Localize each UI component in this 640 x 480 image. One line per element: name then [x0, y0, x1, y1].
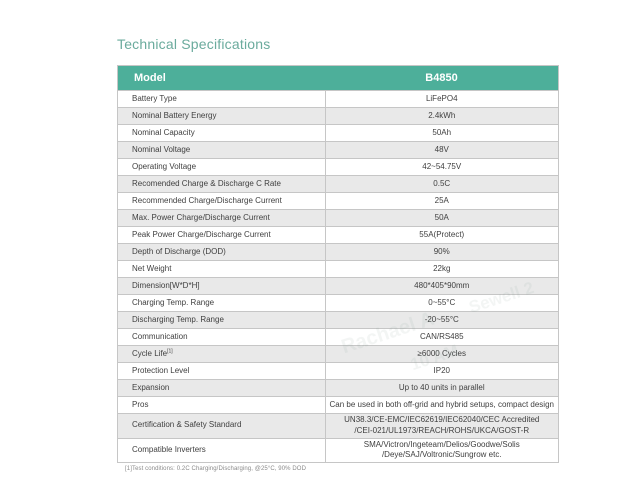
table-row: Certification & Safety Standard UN38.3/C…	[117, 413, 559, 439]
spec-label: Compatible Inverters	[132, 444, 206, 454]
table-row: Recomended Charge & Discharge C Rate 0.5…	[117, 175, 559, 193]
table-row: Peak Power Charge/Discharge Current 55A(…	[117, 226, 559, 244]
spec-label: Protection Level	[132, 365, 190, 375]
spec-label: Charging Temp. Range	[132, 297, 215, 307]
spec-value: 42~54.75V	[324, 158, 559, 176]
table-row: Cycle Life[1] ≥6000 Cycles	[117, 345, 559, 363]
table-row: Battery Type LiFePO4	[117, 90, 559, 108]
spec-value: 55A(Protect)	[324, 226, 559, 244]
table-row: Expansion Up to 40 units in parallel	[117, 379, 559, 397]
model-header-value: B4850	[325, 65, 559, 91]
table-row: Nominal Capacity 50Ah	[117, 124, 559, 142]
spec-label: Operating Voltage	[132, 161, 197, 171]
spec-value: 22kg	[324, 260, 559, 278]
table-row: Recommended Charge/Discharge Current 25A	[117, 192, 559, 210]
table-row: Operating Voltage 42~54.75V	[117, 158, 559, 176]
spec-label: Dimension[W*D*H]	[132, 280, 200, 290]
table-row: Compatible Inverters SMA/Victron/Ingetea…	[117, 437, 559, 464]
footnote: [1]Test conditions: 0.2C Charging/Discha…	[125, 466, 307, 473]
spec-value: 0.5C	[324, 175, 559, 193]
spec-value: Up to 40 units in parallel	[324, 379, 559, 397]
table-row: Communication CAN/RS485	[117, 328, 559, 346]
spec-label: Battery Type	[132, 93, 177, 103]
table-row: Pros Can be used in both off-grid and hy…	[117, 396, 559, 414]
spec-value: SMA/Victron/Ingeteam/Delios/Goodwe/Solis…	[324, 437, 559, 464]
spec-value: ≥6000 Cycles	[324, 345, 559, 363]
spec-label: Cycle Life	[132, 348, 168, 358]
spec-label: Nominal Capacity	[132, 127, 195, 137]
spec-label: Expansion	[132, 382, 170, 392]
spec-label: Recomended Charge & Discharge C Rate	[132, 178, 281, 188]
spec-label: Nominal Battery Energy	[132, 110, 217, 120]
spec-value: Can be used in both off-grid and hybrid …	[324, 396, 559, 414]
spec-label-superscript: [1]	[167, 347, 173, 354]
table-row: Protection Level IP20	[117, 362, 559, 380]
spec-table-body: Battery Type LiFePO4 Nominal Battery Ene…	[117, 90, 559, 464]
spec-value: 48V	[324, 141, 559, 159]
spec-label: Net Weight	[132, 263, 172, 273]
spec-sheet: Technical Specifications Model B4850 Bat…	[117, 36, 559, 473]
spec-label: Certification & Safety Standard	[132, 420, 242, 430]
page-title: Technical Specifications	[117, 36, 271, 52]
table-row: Depth of Discharge (DOD) 90%	[117, 243, 559, 261]
spec-value: LiFePO4	[324, 90, 559, 108]
spec-label: Discharging Temp. Range	[132, 314, 224, 324]
spec-label: Pros	[132, 399, 149, 409]
spec-value: IP20	[324, 362, 559, 380]
spec-label: Peak Power Charge/Discharge Current	[132, 229, 271, 239]
table-row: Nominal Voltage 48V	[117, 141, 559, 159]
spec-value: 25A	[324, 192, 559, 210]
spec-label: Nominal Voltage	[132, 144, 191, 154]
table-row: Max. Power Charge/Discharge Current 50A	[117, 209, 559, 227]
table-row: Dimension[W*D*H] 480*405*90mm	[117, 277, 559, 295]
spec-label: Depth of Discharge (DOD)	[132, 246, 226, 256]
table-row: Net Weight 22kg	[117, 260, 559, 278]
spec-value: 50Ah	[324, 124, 559, 142]
spec-table: Model B4850 Battery Type LiFePO4 Nominal…	[117, 65, 559, 464]
spec-value: 2.4kWh	[324, 107, 559, 125]
table-row: Charging Temp. Range 0~55°C	[117, 294, 559, 312]
spec-label: Max. Power Charge/Discharge Current	[132, 212, 270, 222]
spec-label: Recommended Charge/Discharge Current	[132, 195, 282, 205]
table-header-row: Model B4850	[117, 65, 559, 91]
table-row: Discharging Temp. Range -20~55°C	[117, 311, 559, 329]
spec-value: 480*405*90mm	[324, 277, 559, 295]
spec-value: 50A	[324, 209, 559, 227]
spec-value: UN38.3/CE-EMC/IEC62619/IEC62040/CEC Accr…	[324, 413, 559, 439]
spec-value: 0~55°C	[324, 294, 559, 312]
table-row: Nominal Battery Energy 2.4kWh	[117, 107, 559, 125]
spec-value: -20~55°C	[324, 311, 559, 329]
spec-value: CAN/RS485	[324, 328, 559, 346]
spec-label: Communication	[132, 331, 188, 341]
model-header-label: Model	[117, 65, 325, 91]
spec-value: 90%	[324, 243, 559, 261]
